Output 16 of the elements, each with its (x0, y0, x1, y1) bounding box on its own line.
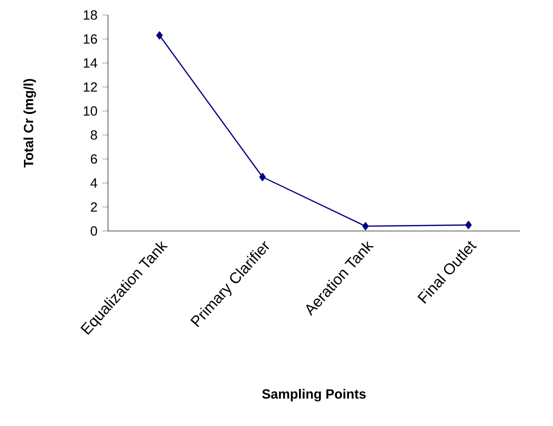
x-axis-title: Sampling Points (262, 388, 366, 402)
y-tick-label: 0 (90, 226, 98, 236)
point (156, 31, 163, 40)
y-tick-label: 16 (84, 34, 98, 44)
y-tick-label: 12 (84, 82, 97, 92)
y-tick-label: 14 (84, 58, 98, 68)
y-tick-label: 8 (90, 130, 98, 140)
point (259, 172, 266, 182)
y-tick-label: 2 (90, 202, 97, 212)
y-tick-label: 4 (90, 178, 98, 188)
point (465, 220, 472, 230)
y-axis-title: Total Cr (mg/l) (23, 78, 36, 168)
y-tick-label: 10 (84, 106, 98, 116)
y-tick-label: 18 (84, 10, 98, 20)
y-tick-label: 6 (90, 154, 98, 164)
point (362, 222, 369, 230)
